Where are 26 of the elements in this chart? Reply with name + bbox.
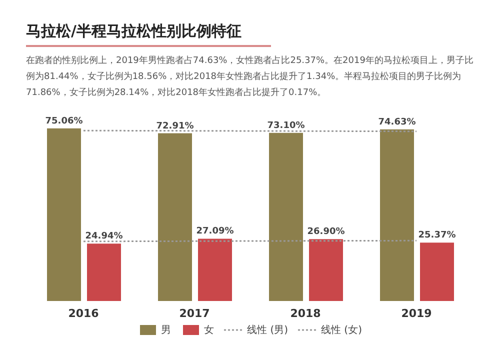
legend-label: 线性 (男) — [247, 324, 288, 337]
x-tick-label: 2017 — [179, 306, 210, 320]
data-label: 27.09% — [196, 226, 234, 237]
x-tick-label: 2016 — [68, 306, 100, 320]
bar — [420, 242, 454, 301]
data-label: 25.37% — [418, 230, 456, 241]
data-label: 74.63% — [378, 117, 416, 128]
bar — [380, 129, 414, 301]
bar — [47, 128, 81, 301]
chart-title: 马拉松/半程马拉松性别比例特征 — [26, 22, 271, 47]
legend-label: 线性 (女) — [321, 324, 362, 337]
bar — [309, 239, 343, 301]
data-label: 26.90% — [307, 227, 345, 238]
data-label: 75.06% — [45, 116, 83, 126]
data-label: 24.94% — [85, 232, 123, 242]
chart-subtitle: 在跑者的性别比例上，2019年男性跑者占74.63%，女性跑者占比25.37%。在2019年的马拉松项目上，男子比例为81.44%，女子比例为18.56%，对比2018年女性跑者占比提升了1.34%。半程马拉松项目的男子比例为71.86%，女子比例为28.14%，对比2018年女性跑者占比提升了0.17%。 — [26, 54, 474, 100]
data-label: 73.10% — [267, 120, 305, 131]
legend-label: 男 — [161, 324, 172, 337]
x-tick-label: 2018 — [290, 306, 321, 320]
bar — [87, 244, 121, 301]
data-label: 72.91% — [156, 121, 194, 132]
bar — [269, 132, 303, 301]
bar — [198, 238, 232, 301]
legend-label: 女 — [204, 324, 214, 337]
x-tick-label: 2019 — [401, 306, 432, 320]
bar — [158, 133, 192, 301]
